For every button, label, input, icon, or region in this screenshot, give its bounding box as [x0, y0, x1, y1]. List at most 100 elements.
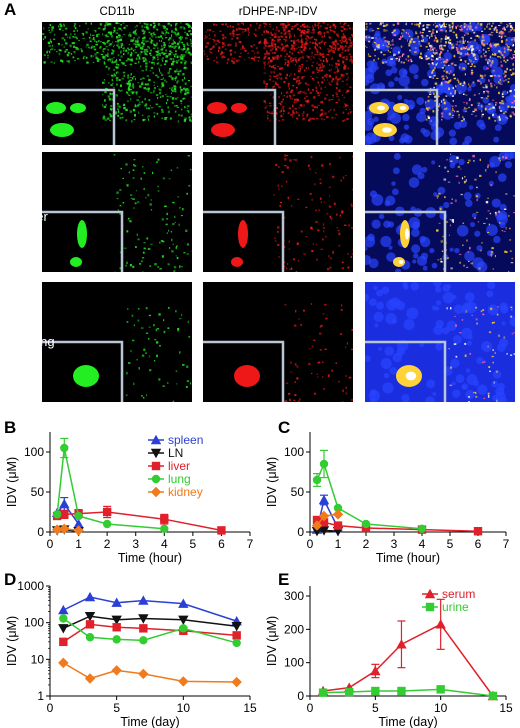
chart-c-point-lung	[361, 519, 371, 529]
chart-c-point-ln	[318, 526, 330, 536]
chart-c-point-liver	[312, 515, 322, 525]
chart-d-series-ln	[58, 612, 242, 634]
column-label-cd11b: CD11b	[99, 6, 135, 18]
chart-b-point-liver	[102, 507, 112, 517]
chart-b-legend-label: kidney	[168, 485, 203, 499]
chart-e-point-serum	[396, 639, 407, 649]
panel-c-label: C	[278, 418, 291, 437]
panel-b-label: B	[4, 418, 17, 437]
chart-d-point-ln	[138, 614, 149, 624]
chart-e-series-serum	[317, 598, 499, 701]
chart-d-point-lung	[59, 614, 68, 623]
chart-e-point-urine	[436, 685, 445, 694]
row-label-lung: lung	[30, 334, 55, 349]
chart-d-y-label: IDV (μM)	[5, 616, 19, 666]
chart-e-y-tick-label: 0	[297, 689, 304, 703]
chart-d-point-lung	[112, 635, 121, 644]
chart-c-x-tick-label: 5	[447, 537, 454, 551]
chart-d-point-kidney	[231, 676, 242, 688]
micrograph-spleen-0	[42, 22, 192, 145]
chart-b-x-tick-label: 5	[190, 537, 197, 551]
chart-b-x-tick-label: 7	[247, 537, 254, 551]
chart-e-legend-item: urine	[422, 600, 469, 614]
row-label-spleen: spleen	[4, 80, 43, 95]
chart-c-y-label: IDV (μM)	[265, 457, 279, 507]
chart-c-point-lung	[312, 475, 322, 485]
micrograph-spleen-1	[203, 22, 353, 145]
chart-b-legend-item: kidney	[148, 485, 203, 499]
chart-c-point-kidney	[318, 510, 330, 522]
chart-b-x-tick-label: 3	[132, 537, 139, 551]
chart-e-series-urine	[318, 685, 498, 701]
chart-d-y-tick-label: 1000	[17, 579, 44, 593]
chart-c-point-lung	[333, 503, 343, 513]
chart-c-point-lung	[319, 459, 329, 469]
chart-b-point-spleen	[59, 498, 70, 509]
column-label-merge: merge	[423, 6, 457, 18]
chart-c-point-liver	[473, 527, 483, 536]
chart-b-x-label: Time (hour)	[118, 551, 182, 565]
chart-c-series-lung	[312, 449, 427, 533]
chart-d-point-kidney	[138, 668, 149, 680]
micrograph-spleen-2	[365, 22, 515, 145]
chart-c-y-tick-label: 50	[291, 485, 305, 499]
chart-d-line-ln	[63, 615, 237, 630]
chart-e-legend-marker	[425, 602, 435, 612]
chart-d-series-lung	[59, 614, 241, 648]
chart-d-point-ln	[111, 615, 122, 625]
chart-e-y-tick-label: 100	[284, 656, 304, 670]
chart-d-point-spleen	[111, 597, 122, 607]
chart-b-series-lung	[52, 437, 169, 533]
chart-d-y-tick-label: 10	[31, 652, 45, 666]
chart-c-x-tick-label: 2	[363, 537, 370, 551]
chart-d-line-kidney	[62, 662, 237, 683]
chart-c-x-tick-label: 1	[335, 537, 342, 551]
micrograph-lung-0	[42, 282, 192, 402]
chart-c-y-tick-label: 0	[297, 525, 304, 539]
chart-d-series-spleen	[58, 591, 242, 626]
chart-e-point-urine	[397, 686, 406, 696]
chart-d-point-kidney	[58, 657, 69, 669]
chart-b-y-label: IDV (μM)	[5, 457, 19, 507]
chart-e-point-serum	[370, 665, 381, 676]
panel-e-label: E	[278, 570, 290, 589]
chart-e-y-tick-label: 300	[284, 589, 304, 603]
chart-b-legend-item: LN	[148, 446, 183, 460]
chart-c-x-tick-label: 0	[307, 537, 314, 551]
chart-b-point-lung	[160, 524, 169, 533]
chart-d-point-ln	[84, 612, 96, 622]
chart-d-point-liver	[232, 631, 241, 640]
chart-c-x-tick-label: 7	[503, 537, 510, 551]
chart-e-x-tick-label: 0	[307, 701, 314, 715]
column-label-rdhpe-np-idv: rDHPE-NP-IDV	[238, 6, 318, 18]
panel-d-label: D	[4, 570, 17, 589]
chart-d-x-tick-label: 5	[113, 701, 120, 715]
chart-c-x-tick-label: 6	[475, 537, 482, 551]
chart-b-y-tick-label: 50	[31, 485, 45, 499]
chart-d-y-tick-label: 100	[24, 616, 44, 630]
chart-c-x-tick-label: 4	[419, 537, 426, 551]
chart-e-line-serum	[322, 623, 494, 697]
chart-d-x-label: Time (day)	[120, 715, 179, 728]
chart-e-y-label: IDV (μM)	[265, 616, 279, 666]
micrograph-liver-0	[42, 152, 192, 272]
chart-b-y-tick-label: 100	[24, 445, 44, 459]
chart-c-x-tick-label: 3	[391, 537, 398, 551]
chart-b-point-liver	[217, 526, 226, 535]
micrograph-lung-2	[365, 282, 515, 402]
micrograph-lung-1	[203, 282, 353, 402]
chart-c-point-liver	[319, 518, 329, 527]
chart-d-point-spleen	[178, 598, 189, 608]
chart-d: 1 10 100 1000 0 5 10 15 Time (day) IDV (μM)	[5, 579, 257, 728]
chart-d-point-lung	[139, 636, 148, 645]
chart-e-point-urine	[345, 687, 354, 697]
chart-b-x-tick-label: 1	[75, 537, 82, 551]
chart-d-point-ln	[58, 624, 69, 634]
chart-b-legend-label: lung	[168, 472, 191, 486]
chart-b-point-lung	[74, 511, 83, 521]
chart-b-legend-label: LN	[168, 446, 183, 460]
chart-e-legend-item: serum	[422, 587, 475, 601]
chart-b-x-tick-label: 0	[47, 537, 54, 551]
chart-d-point-spleen	[138, 595, 149, 605]
chart-d-point-liver	[59, 637, 68, 647]
